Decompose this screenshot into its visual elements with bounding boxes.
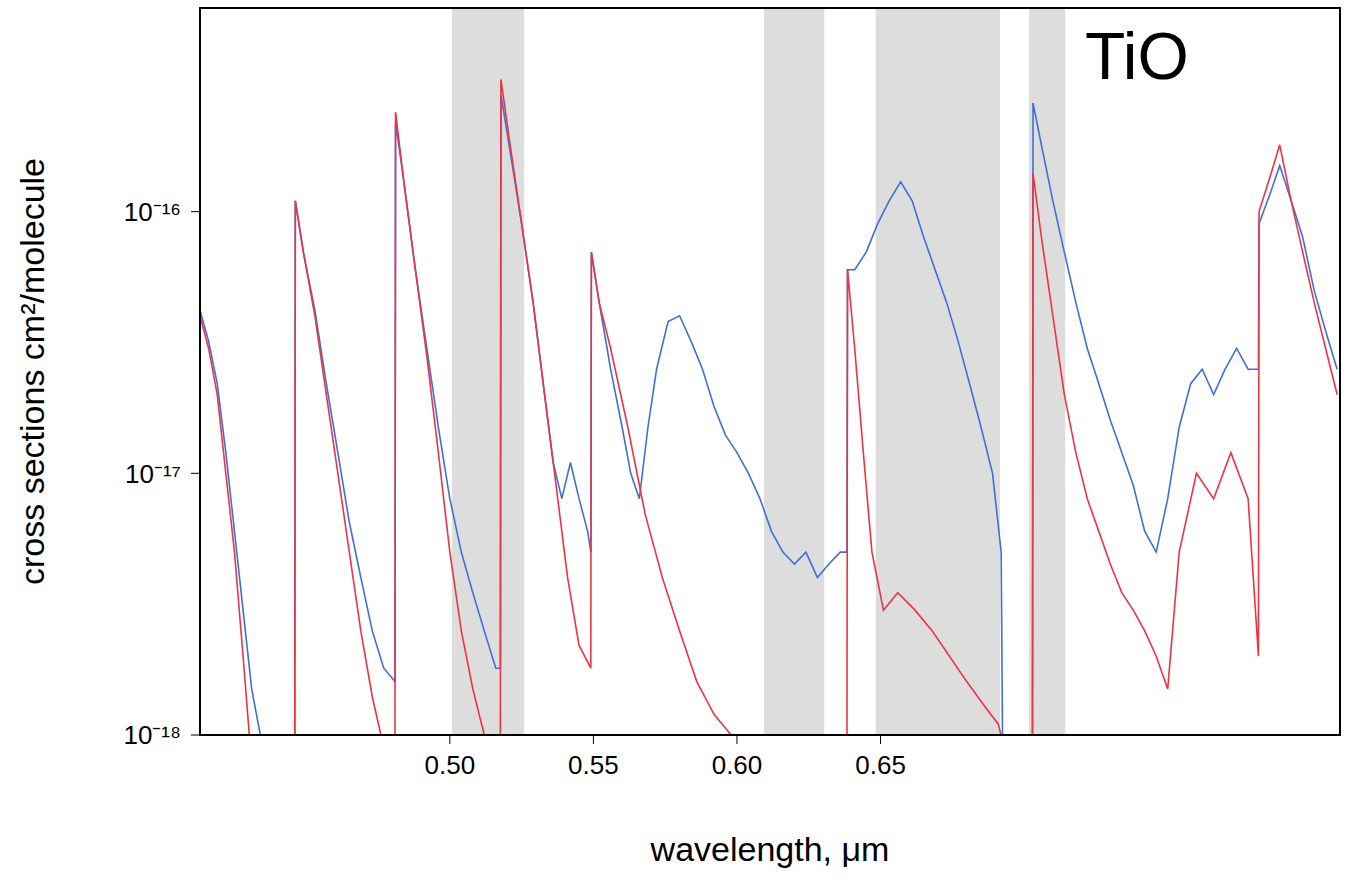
html-text:TiO: TiO [1085,19,1189,93]
svg-text:cross sections cm²/molecule: cross sections cm²/molecule [13,158,51,585]
svg-text:10⁻¹⁶: 10⁻¹⁶ [124,197,181,227]
svg-text:0.50: 0.50 [425,750,476,780]
svg-text:wavelength, μm: wavelength, μm [650,830,890,868]
svg-text:10⁻¹⁷: 10⁻¹⁷ [125,459,181,489]
svg-text:0.60: 0.60 [712,750,763,780]
svg-text:0.65: 0.65 [855,750,906,780]
svg-text:0.55: 0.55 [568,750,619,780]
svg-text:10⁻¹⁸: 10⁻¹⁸ [123,720,181,750]
